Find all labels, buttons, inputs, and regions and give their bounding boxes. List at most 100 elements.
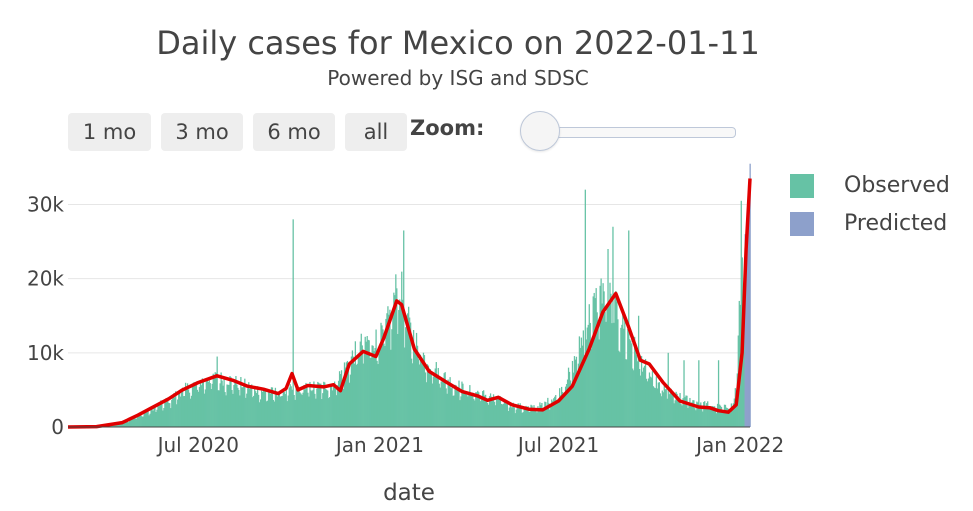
observed-bar <box>113 425 116 427</box>
legend-item-observed[interactable]: Observed <box>790 173 950 198</box>
observed-bar <box>445 388 447 427</box>
observed-bar <box>247 388 249 427</box>
observed-bar <box>262 388 265 427</box>
observed-bar <box>594 298 596 427</box>
observed-bar <box>347 365 350 427</box>
observed-bar <box>506 402 508 427</box>
observed-bar <box>433 374 435 427</box>
observed-bar <box>283 391 285 427</box>
observed-bar <box>162 410 164 427</box>
observed-bar <box>304 389 306 427</box>
observed-bar <box>232 393 234 427</box>
chart-subtitle: Powered by ISG and SDSC <box>327 66 589 90</box>
observed-bar <box>675 391 677 427</box>
observed-bar <box>627 329 629 427</box>
observed-bar <box>394 295 396 427</box>
observed-bar <box>370 357 372 427</box>
observed-bar <box>474 400 476 427</box>
observed-bar <box>426 364 429 427</box>
observed-bar <box>340 370 343 427</box>
observed-bar <box>228 384 230 427</box>
observed-bar <box>203 393 205 427</box>
observed-bar <box>267 392 270 427</box>
observed-bar <box>476 392 478 427</box>
observed-bar <box>294 399 296 427</box>
observed-bar <box>732 403 735 427</box>
observed-bar <box>400 301 402 427</box>
observed-bar <box>214 372 216 427</box>
observed-bar <box>244 378 246 427</box>
legend-item-predicted[interactable]: Predicted <box>790 211 947 236</box>
observed-bar <box>153 406 155 427</box>
observed-bar <box>644 358 647 427</box>
observed-bar <box>326 389 328 427</box>
observed-bar <box>236 384 238 427</box>
observed-bar <box>695 410 697 427</box>
observed-bar <box>686 395 688 427</box>
observed-bar <box>251 384 253 427</box>
observed-bar <box>311 391 313 427</box>
observed-bar <box>274 387 277 427</box>
range-button-3mo[interactable]: 3 mo <box>161 113 243 151</box>
observed-bar <box>605 321 607 427</box>
observed-bar <box>191 383 194 427</box>
observed-bar <box>558 398 560 427</box>
range-button-6mo[interactable]: 6 mo <box>253 113 335 151</box>
range-button-all[interactable]: all <box>345 113 407 151</box>
observed-bar <box>723 404 726 427</box>
observed-bar <box>598 339 600 427</box>
observed-bar <box>176 404 178 427</box>
observed-bar <box>263 389 266 427</box>
observed-bar <box>192 382 195 427</box>
observed-bar <box>115 424 118 427</box>
observed-bar <box>666 398 668 427</box>
observed-bar <box>648 372 651 427</box>
observed-bar <box>353 363 356 427</box>
observed-bar <box>717 360 720 427</box>
observed-bar <box>635 343 637 427</box>
observed-bar <box>339 374 342 427</box>
observed-bar <box>320 383 322 427</box>
observed-bar <box>600 278 602 427</box>
observed-bar <box>468 391 470 427</box>
y-tick-label: 30k <box>27 193 64 217</box>
observed-bar <box>484 394 487 427</box>
observed-bar <box>357 354 359 427</box>
observed-bar <box>632 368 634 427</box>
observed-bar <box>619 352 621 427</box>
observed-bar <box>174 397 176 427</box>
observed-bar <box>480 401 482 427</box>
observed-bar <box>722 412 725 427</box>
observed-bar <box>322 393 324 427</box>
observed-bar <box>710 406 712 427</box>
observed-bar <box>349 374 352 427</box>
observed-bar <box>341 384 344 427</box>
observed-bar <box>444 372 446 427</box>
observed-bar <box>204 389 206 427</box>
observed-bar <box>572 372 575 427</box>
observed-bar <box>593 292 595 427</box>
observed-bar <box>172 397 174 427</box>
observed-bar <box>713 406 716 427</box>
observed-bar <box>151 407 153 427</box>
observed-bar <box>388 314 390 427</box>
observed-bar <box>407 313 409 427</box>
observed-bar <box>630 340 632 427</box>
zoom-slider-handle[interactable] <box>520 111 560 151</box>
observed-bar <box>479 397 481 427</box>
observed-bar <box>269 393 272 427</box>
observed-bar <box>735 395 737 427</box>
observed-bar <box>676 393 678 427</box>
observed-bar <box>549 409 551 427</box>
observed-bar <box>668 394 670 427</box>
observed-bar <box>141 416 143 427</box>
observed-bar <box>414 352 417 427</box>
range-button-1mo[interactable]: 1 mo <box>68 113 151 151</box>
observed-bar <box>435 362 437 427</box>
observed-bar <box>493 401 496 427</box>
observed-bar <box>714 409 717 427</box>
observed-bar <box>424 372 427 427</box>
observed-bar <box>615 291 617 427</box>
observed-bar <box>291 389 293 427</box>
observed-bar <box>403 230 405 427</box>
